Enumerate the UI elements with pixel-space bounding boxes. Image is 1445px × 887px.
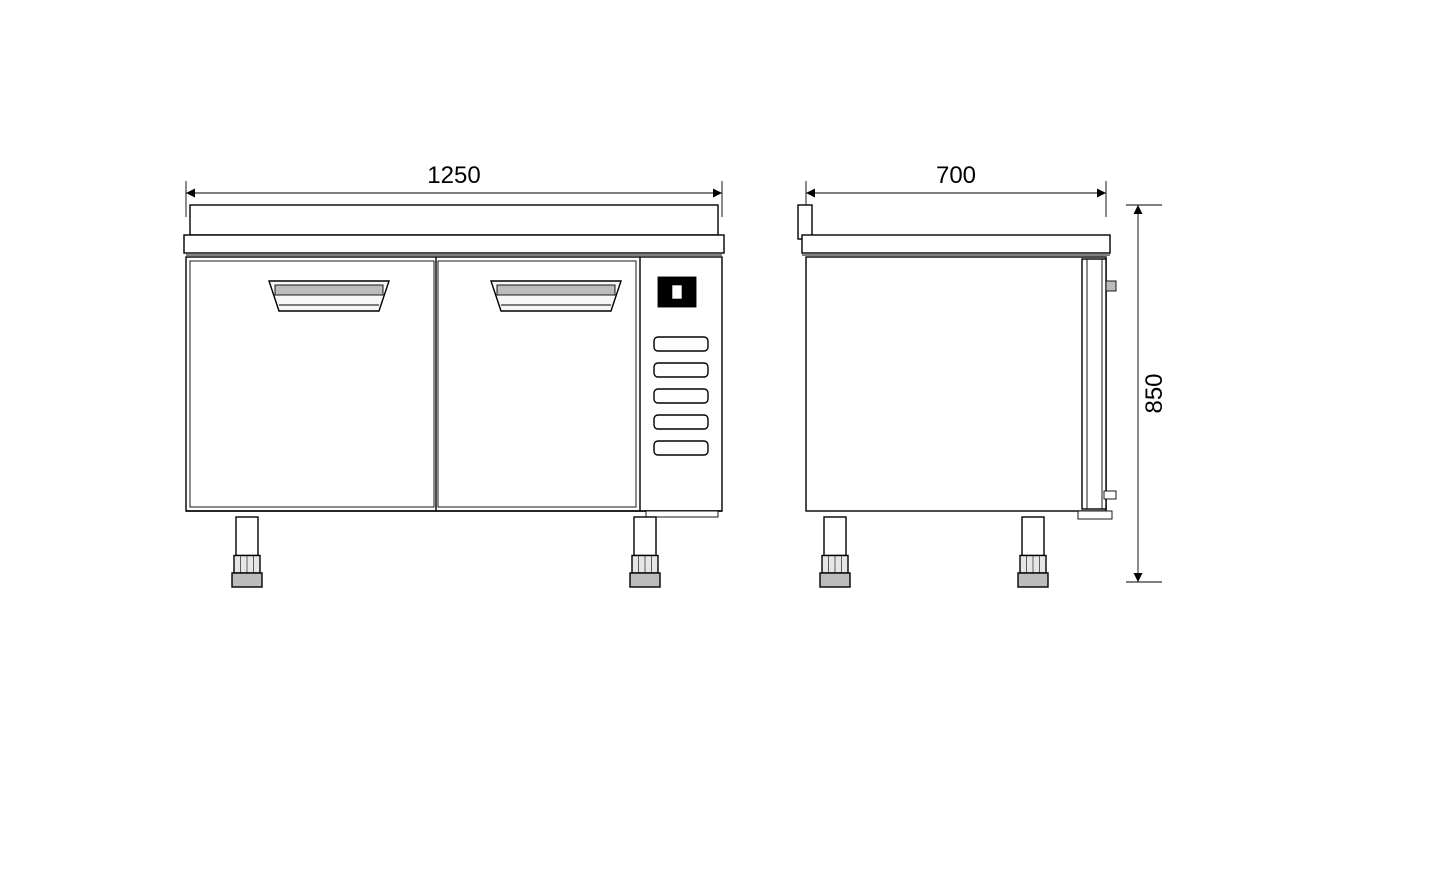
front-view [184, 205, 724, 587]
side-view [798, 205, 1116, 587]
technical-drawing: 1250 700 850 [0, 0, 1445, 887]
dim-width-label: 1250 [427, 162, 480, 189]
dim-depth-label: 700 [936, 162, 976, 189]
dim-height-label: 850 [1141, 373, 1168, 413]
